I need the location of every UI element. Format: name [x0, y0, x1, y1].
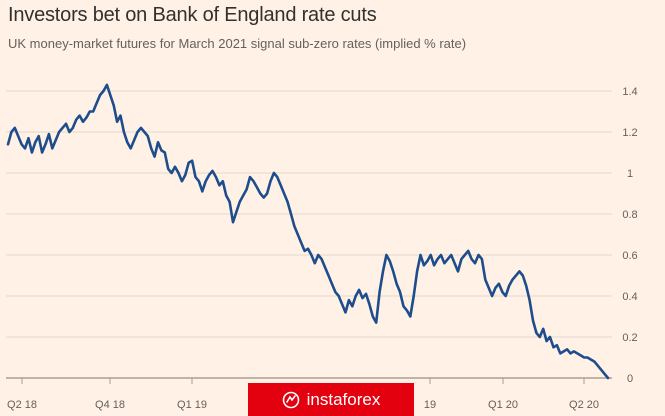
x-tick-label: Q1 19 [177, 399, 207, 411]
y-tick-label: 1 [627, 168, 633, 180]
x-tick-label: Q2 20 [569, 399, 599, 411]
y-tick-label: 0.4 [622, 291, 637, 303]
instaforex-logo-icon [282, 391, 299, 408]
y-tick-label: 0.8 [622, 209, 637, 221]
x-tick-label: Q1 20 [488, 399, 518, 411]
y-tick-label: 1.4 [622, 86, 637, 98]
y-tick-label: 0.6 [622, 250, 637, 262]
x-tick-label: Q4 18 [95, 399, 125, 411]
y-tick-label: 0.2 [622, 332, 637, 344]
chart-subtitle: UK money-market futures for March 2021 s… [8, 36, 467, 51]
watermark-badge: instaforex [248, 383, 414, 416]
series-line [6, 83, 610, 380]
x-tick-label: 19 [424, 399, 436, 411]
y-tick-label: 1.2 [622, 127, 637, 139]
x-tick-label: Q2 18 [7, 399, 37, 411]
watermark-text: instaforex [306, 389, 381, 409]
y-tick-label: 0 [627, 373, 633, 385]
chart-title: Investors bet on Bank of England rate cu… [8, 4, 377, 26]
